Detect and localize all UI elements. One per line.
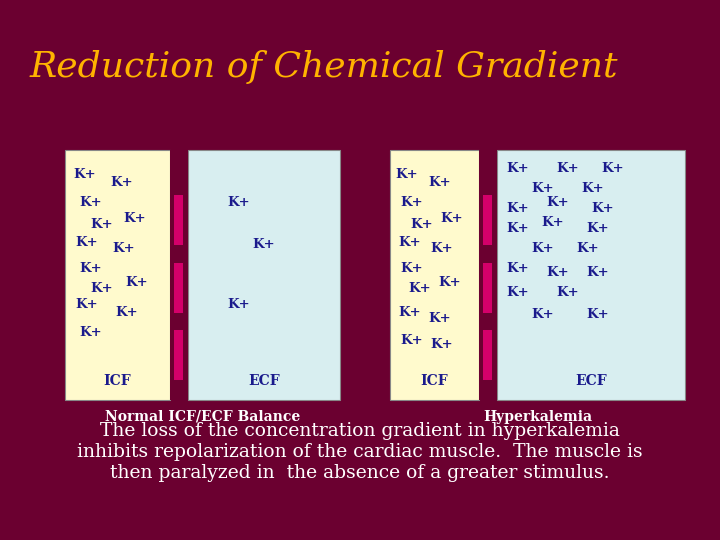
- Text: K+: K+: [410, 219, 433, 232]
- Text: Hyperkalemia: Hyperkalemia: [483, 410, 592, 424]
- Text: K+: K+: [506, 161, 529, 174]
- Text: K+: K+: [546, 195, 569, 208]
- Text: K+: K+: [577, 241, 599, 254]
- Text: K+: K+: [531, 241, 554, 254]
- Text: K+: K+: [506, 261, 529, 274]
- Text: K+: K+: [408, 281, 431, 294]
- Text: K+: K+: [531, 181, 554, 194]
- Text: K+: K+: [546, 266, 569, 279]
- Text: K+: K+: [90, 219, 112, 232]
- Bar: [65, 150, 169, 400]
- Text: K+: K+: [112, 241, 135, 254]
- Text: K+: K+: [541, 215, 564, 228]
- Text: ECF: ECF: [575, 374, 606, 388]
- Text: K+: K+: [79, 326, 102, 339]
- Bar: [174, 330, 183, 380]
- Bar: [390, 150, 479, 400]
- Text: Reduction of Chemical Gradient: Reduction of Chemical Gradient: [30, 50, 618, 84]
- Bar: [483, 330, 492, 380]
- Text: K+: K+: [430, 241, 453, 254]
- Text: K+: K+: [123, 212, 145, 225]
- Text: K+: K+: [398, 306, 420, 319]
- Text: K+: K+: [253, 239, 275, 252]
- Text: K+: K+: [400, 261, 423, 274]
- Text: ICF: ICF: [420, 374, 448, 388]
- Bar: [483, 262, 492, 313]
- Text: K+: K+: [110, 176, 132, 188]
- Text: ICF: ICF: [104, 374, 131, 388]
- Text: K+: K+: [115, 306, 138, 319]
- Bar: [497, 150, 685, 400]
- Text: K+: K+: [398, 235, 420, 248]
- Bar: [483, 195, 492, 245]
- Text: K+: K+: [440, 212, 463, 225]
- Text: K+: K+: [506, 221, 529, 234]
- Text: K+: K+: [587, 266, 609, 279]
- Text: K+: K+: [79, 195, 102, 208]
- Text: K+: K+: [228, 195, 250, 208]
- Text: K+: K+: [587, 221, 609, 234]
- Text: K+: K+: [592, 201, 614, 214]
- Text: The loss of the concentration gradient in hyperkalemia
inhibits repolarization o: The loss of the concentration gradient i…: [77, 422, 643, 482]
- Text: K+: K+: [506, 201, 529, 214]
- Text: K+: K+: [73, 168, 96, 181]
- Text: K+: K+: [79, 261, 102, 274]
- Text: K+: K+: [228, 299, 250, 312]
- Text: K+: K+: [75, 235, 98, 248]
- Text: K+: K+: [582, 181, 604, 194]
- Text: K+: K+: [90, 281, 112, 294]
- Text: K+: K+: [587, 308, 609, 321]
- Text: K+: K+: [557, 286, 579, 299]
- Text: K+: K+: [125, 275, 148, 288]
- Text: K+: K+: [400, 195, 423, 208]
- Bar: [174, 195, 183, 245]
- Text: K+: K+: [531, 308, 554, 321]
- Text: K+: K+: [428, 176, 451, 188]
- Text: K+: K+: [395, 168, 418, 181]
- Text: K+: K+: [601, 161, 624, 174]
- Bar: [174, 262, 183, 313]
- Text: K+: K+: [438, 275, 461, 288]
- Text: K+: K+: [400, 334, 423, 347]
- Text: ECF: ECF: [248, 374, 279, 388]
- Text: K+: K+: [430, 339, 453, 352]
- Text: K+: K+: [506, 286, 529, 299]
- Text: Normal ICF/ECF Balance: Normal ICF/ECF Balance: [105, 410, 300, 424]
- Text: K+: K+: [557, 161, 579, 174]
- Text: K+: K+: [75, 299, 98, 312]
- Bar: [479, 150, 497, 400]
- Text: K+: K+: [428, 312, 451, 325]
- Bar: [187, 150, 340, 400]
- Bar: [169, 150, 187, 400]
